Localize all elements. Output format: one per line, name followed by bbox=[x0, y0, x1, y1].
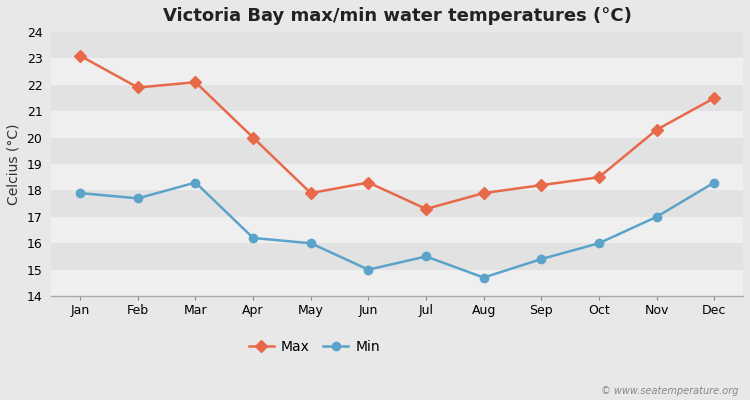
Min bbox=[595, 241, 604, 246]
Max bbox=[537, 183, 546, 188]
Bar bbox=[52, 111, 743, 138]
Bar bbox=[52, 243, 743, 270]
Min bbox=[479, 275, 488, 280]
Min bbox=[134, 196, 142, 201]
Bar bbox=[52, 217, 743, 243]
Bar bbox=[52, 58, 743, 85]
Bar bbox=[52, 138, 743, 164]
Min bbox=[249, 236, 258, 240]
Bar bbox=[52, 32, 743, 58]
Legend: Max, Min: Max, Min bbox=[243, 335, 386, 360]
Min bbox=[76, 191, 85, 196]
Max bbox=[249, 135, 258, 140]
Max bbox=[479, 191, 488, 196]
Line: Min: Min bbox=[76, 178, 718, 282]
Min bbox=[191, 180, 200, 185]
Bar bbox=[52, 164, 743, 190]
Min bbox=[710, 180, 718, 185]
Max bbox=[306, 191, 315, 196]
Max bbox=[422, 206, 430, 211]
Min bbox=[652, 214, 661, 219]
Max bbox=[76, 54, 85, 58]
Max bbox=[595, 175, 604, 180]
Max bbox=[364, 180, 373, 185]
Title: Victoria Bay max/min water temperatures (°C): Victoria Bay max/min water temperatures … bbox=[163, 7, 632, 25]
Min bbox=[306, 241, 315, 246]
Max bbox=[191, 80, 200, 85]
Line: Max: Max bbox=[76, 52, 718, 213]
Min bbox=[537, 257, 546, 262]
Y-axis label: Celcius (°C): Celcius (°C) bbox=[7, 123, 21, 205]
Text: © www.seatemperature.org: © www.seatemperature.org bbox=[602, 386, 739, 396]
Bar bbox=[52, 85, 743, 111]
Bar bbox=[52, 270, 743, 296]
Max bbox=[134, 85, 142, 90]
Min bbox=[422, 254, 430, 259]
Max bbox=[710, 96, 718, 100]
Max bbox=[652, 127, 661, 132]
Bar bbox=[52, 190, 743, 217]
Min bbox=[364, 267, 373, 272]
